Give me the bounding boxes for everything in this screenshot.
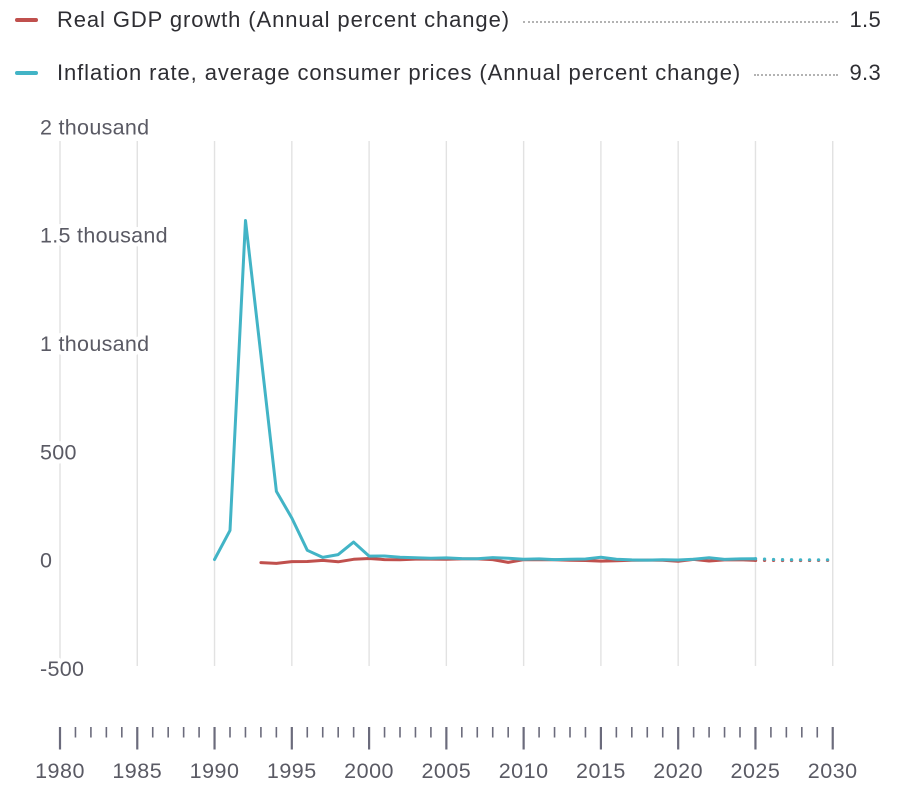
y-axis-label: 1.5 thousand: [40, 224, 168, 248]
legend-current-value: 9.3: [849, 59, 881, 85]
legend-current-value: 1.5: [849, 6, 881, 32]
legend-leader-line: [754, 73, 838, 76]
legend-label: Real GDP growth (Annual percent change): [57, 6, 510, 32]
x-axis-label: 1980: [35, 759, 85, 783]
legend-swatch-teal-dash-icon: [15, 70, 38, 75]
legend-swatch-red-dash-icon: [15, 17, 38, 22]
legend-item-real-gdp-growth[interactable]: Real GDP growth (Annual percent change) …: [15, 6, 881, 33]
legend-item-inflation-rate[interactable]: Inflation rate, average consumer prices …: [15, 59, 881, 86]
x-axis-label: 1995: [267, 759, 317, 783]
y-axis-label: -500: [40, 657, 84, 681]
y-axis-label: 0: [40, 549, 52, 573]
projection-line-inflation-rate: [753, 557, 835, 562]
legend-label: Inflation rate, average consumer prices …: [57, 59, 742, 85]
series-line-inflation-rate[interactable]: [213, 219, 757, 562]
chart-legend: Real GDP growth (Annual percent change) …: [15, 6, 881, 86]
y-axis-label: 2 thousand: [40, 115, 149, 139]
x-axis-label: 2000: [344, 759, 394, 783]
x-axis-label: 2020: [653, 759, 703, 783]
x-axis-label: 2025: [731, 759, 781, 783]
x-axis-label: 1990: [190, 759, 240, 783]
x-axis-label: 2010: [499, 759, 549, 783]
x-axis-label: 2030: [808, 759, 858, 783]
x-axis-label: 2005: [421, 759, 471, 783]
y-axis-label: 500: [40, 440, 77, 464]
y-axis-label: 1 thousand: [40, 332, 149, 356]
x-axis-label: 2015: [576, 759, 626, 783]
legend-leader-line: [522, 20, 838, 23]
x-axis-label: 1985: [112, 759, 162, 783]
